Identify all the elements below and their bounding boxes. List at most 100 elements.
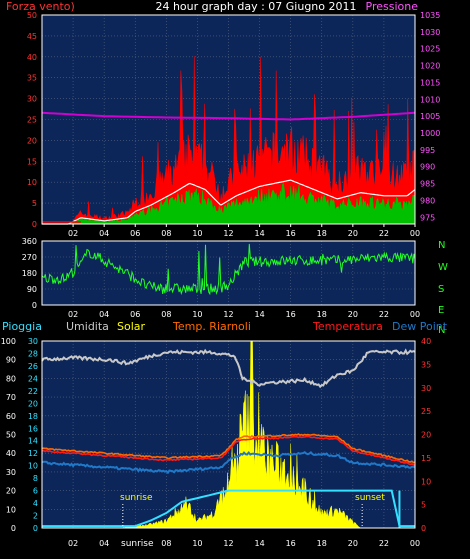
humidity-axis-tick: 28 xyxy=(28,349,38,358)
dew-point-line xyxy=(41,450,416,475)
wind-force-label: Forza vento) xyxy=(6,0,75,13)
temperature-axis-tick: 35 xyxy=(421,360,431,369)
humidity-axis-tick: 26 xyxy=(28,362,38,371)
humidity-line xyxy=(41,348,416,389)
pressure-axis-tick: 990 xyxy=(420,163,435,172)
time-label: 22 xyxy=(379,310,389,319)
rain-axis-tick: 90 xyxy=(6,356,16,365)
time-label: 16 xyxy=(286,310,296,319)
direction-axis-tick: 180 xyxy=(22,269,37,278)
direction-axis-tick: 360 xyxy=(22,237,37,246)
temperature-axis-tick: 5 xyxy=(421,501,426,510)
humidity-axis-tick: 0 xyxy=(33,524,38,533)
pressure-axis-tick: 985 xyxy=(420,180,435,189)
temp-riarnoli-line xyxy=(41,433,416,464)
time-label: 14 xyxy=(254,229,264,238)
pressure-axis-tick: 975 xyxy=(420,213,435,222)
time-label: 14 xyxy=(254,310,264,319)
pressure-axis-tick: 1030 xyxy=(420,28,440,37)
direction-axis-tick: 270 xyxy=(22,253,37,262)
time-label: 22 xyxy=(379,539,389,548)
time-label: 20 xyxy=(348,310,358,319)
time-label: 20 xyxy=(348,229,358,238)
time-label: 02 xyxy=(68,310,78,319)
humidity-axis-tick: 8 xyxy=(33,474,38,483)
direction-left-axis: 360 270 180 90 0 xyxy=(22,237,37,310)
wind-axis-tick: 30 xyxy=(27,95,37,104)
temperature-line xyxy=(41,435,416,467)
wind-axis-tick: 0 xyxy=(32,220,37,229)
humidity-axis-tick: 14 xyxy=(28,437,38,446)
weather-lines xyxy=(41,348,416,528)
legend-humidity: Umidita xyxy=(66,320,109,333)
time-label: 06 xyxy=(130,229,140,238)
pressure-axis-tick: 1005 xyxy=(420,112,440,121)
rain-axis-tick: 50 xyxy=(6,431,16,440)
time-label: 02 xyxy=(68,539,78,548)
wind-axis-tick: 45 xyxy=(27,32,37,41)
pressure-axis-tick: 995 xyxy=(420,146,435,155)
pressure-label: Pressione xyxy=(366,0,419,13)
temperature-axis-tick: 30 xyxy=(421,384,431,393)
legend-solar: Solar xyxy=(117,320,146,333)
humidity-axis-tick: 10 xyxy=(28,462,38,471)
pressure-line xyxy=(41,111,416,121)
sunrise-marker-label: sunrise xyxy=(120,493,153,503)
wind-time-axis: 02 04 06 08 10 12 14 16 18 20 22 00 xyxy=(68,229,420,238)
temperature-axis-tick: 25 xyxy=(421,407,431,416)
legend-dew-point: Dew Point xyxy=(392,320,448,333)
time-label: 14 xyxy=(254,539,264,548)
humidity-axis-tick: 20 xyxy=(28,399,38,408)
sunrise-axis-label: sunrise xyxy=(121,539,154,549)
time-label: 06 xyxy=(130,310,140,319)
humidity-axis-tick: 16 xyxy=(28,424,38,433)
pressure-axis-tick: 1000 xyxy=(420,129,440,138)
time-label: 04 xyxy=(99,310,109,319)
wind-panel-frame xyxy=(41,14,416,225)
time-label: 04 xyxy=(99,539,109,548)
time-label: 18 xyxy=(317,539,327,548)
wind-mean-line xyxy=(42,179,416,225)
compass-label: E xyxy=(438,305,444,316)
pressure-axis-tick: 980 xyxy=(420,196,435,205)
chart-title: 24 hour graph day : 07 Giugno 2011 xyxy=(155,0,356,13)
temperature-axis-tick: 40 xyxy=(421,337,431,346)
rain-axis-tick: 80 xyxy=(6,374,16,383)
wind-axis-tick: 40 xyxy=(27,53,37,62)
time-label: 08 xyxy=(161,229,171,238)
time-label: 04 xyxy=(99,229,109,238)
time-label: 22 xyxy=(379,229,389,238)
wind-series xyxy=(42,56,416,225)
time-label: 16 xyxy=(286,539,296,548)
humidity-axis-tick: 4 xyxy=(33,499,38,508)
wind-axis-tick: 35 xyxy=(27,74,37,83)
legend-temp-riarnoli: Temp. Riarnoli xyxy=(172,320,251,333)
pressure-series xyxy=(41,111,416,121)
humidity-axis-tick: 2 xyxy=(33,512,38,521)
humidity-axis-tick: 12 xyxy=(28,449,38,458)
legend-temperature: Temperatura xyxy=(312,320,383,333)
pressure-axis-tick: 1020 xyxy=(420,62,440,71)
humidity-axis-tick: 6 xyxy=(33,487,38,496)
rain-axis-tick: 0 xyxy=(11,524,16,533)
time-label: 08 xyxy=(161,310,171,319)
direction-time-axis: 02 04 06 08 10 12 14 16 18 20 22 00 xyxy=(68,310,420,319)
direction-series xyxy=(41,243,416,296)
weather-panel-frame xyxy=(41,340,416,529)
time-label: 10 xyxy=(192,229,202,238)
time-label: 18 xyxy=(317,229,327,238)
wind-gust-area xyxy=(42,56,416,225)
time-label: 16 xyxy=(286,229,296,238)
direction-line xyxy=(41,243,416,296)
pressure-axis-tick: 1025 xyxy=(420,45,440,54)
time-label: 00 xyxy=(410,539,420,548)
time-label: 10 xyxy=(192,539,202,548)
humidity-axis-tick: 30 xyxy=(28,337,38,346)
pressure-axis-tick: 1010 xyxy=(420,95,440,104)
time-label: 20 xyxy=(348,539,358,548)
wind-axis-tick: 15 xyxy=(27,157,37,166)
legend-rain: Pioggia xyxy=(2,320,42,333)
pressure-axis-tick: 1035 xyxy=(420,11,440,20)
rain-axis-tick: 100 xyxy=(1,337,16,346)
